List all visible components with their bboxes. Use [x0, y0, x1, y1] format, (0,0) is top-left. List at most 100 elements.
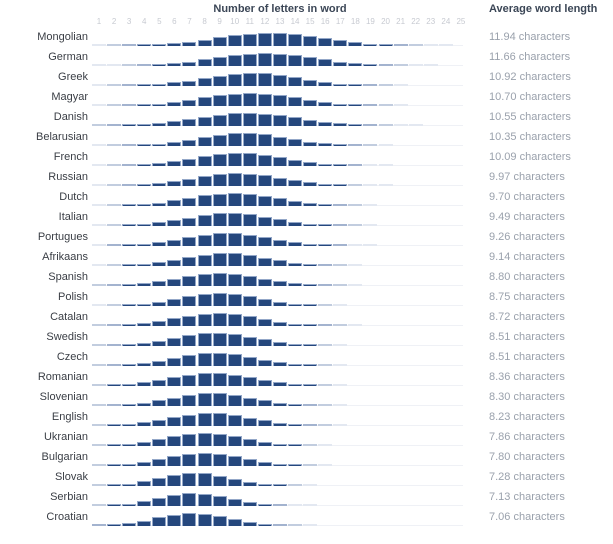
histogram-tail-bar: [333, 364, 348, 366]
row-swedish: Swedish 8.51 characters: [0, 326, 613, 346]
histogram-tail-bar: [333, 264, 348, 266]
histogram-bar: [167, 456, 182, 466]
histogram-tail-bar: [92, 64, 106, 66]
histogram-tail-bar: [318, 364, 333, 366]
histogram-tail-bar: [363, 164, 378, 166]
histogram-tail-bar: [438, 44, 453, 46]
histogram-bar: [197, 195, 212, 206]
histogram-bar: [257, 442, 272, 446]
language-label: Catalan: [50, 311, 88, 323]
histogram-bar: [257, 134, 272, 146]
histogram-bar: [212, 413, 227, 426]
histogram-bar: [333, 164, 348, 166]
histogram-bar: [333, 40, 348, 46]
histogram-bar: [197, 137, 212, 146]
histogram-bar: [303, 244, 318, 246]
histogram-bar: [197, 78, 212, 86]
average-word-length-value: 7.28 characters: [489, 471, 565, 483]
histogram-bar: [182, 296, 197, 306]
average-word-length-value: 7.86 characters: [489, 431, 565, 443]
average-word-length-value: 9.14 characters: [489, 251, 565, 263]
language-label: Danish: [53, 111, 88, 123]
histogram-bar: [318, 143, 333, 146]
histogram-bar: [227, 133, 242, 146]
histogram-tail-bar: [333, 424, 348, 426]
histogram-bar: [107, 384, 122, 386]
histogram-tail-bar: [92, 324, 106, 326]
row-danish: Danish 10.55 characters: [0, 106, 613, 126]
histogram-tail-bar: [107, 124, 122, 126]
average-word-length-value: 9.26 characters: [489, 231, 565, 243]
histogram-bar: [122, 264, 137, 266]
x-tick-19: 19: [365, 17, 375, 26]
histogram-tail-bar: [348, 284, 363, 286]
histogram-bar: [257, 217, 272, 226]
histogram-bar: [242, 73, 257, 86]
row-german: German 11.66 characters: [0, 46, 613, 66]
histogram-bar: [182, 257, 197, 266]
histogram-tail-bar: [303, 444, 318, 446]
average-word-length-value: 10.55 characters: [489, 111, 571, 123]
histogram-bar: [242, 133, 257, 146]
histogram-bar: [288, 404, 303, 406]
histogram-bar: [242, 459, 257, 466]
histogram-bar: [152, 44, 167, 46]
histogram-bar: [257, 524, 272, 526]
histogram-bar: [333, 184, 348, 186]
histogram-bar: [272, 219, 287, 226]
histogram-bar: [212, 37, 227, 46]
row-catalan: Catalan 8.72 characters: [0, 306, 613, 326]
histogram-bar: [107, 424, 122, 426]
histogram-bar: [227, 55, 242, 66]
x-tick-16: 16: [320, 17, 330, 26]
row-magyar: Magyar 10.70 characters: [0, 86, 613, 106]
histogram-bar: [227, 233, 242, 246]
histogram-bar: [167, 63, 182, 66]
x-tick-25: 25: [456, 17, 466, 26]
x-tick-4: 4: [142, 17, 147, 26]
histogram-bar: [348, 63, 363, 66]
average-word-length-value: 11.94 characters: [489, 31, 571, 43]
histogram-bar: [257, 462, 272, 466]
average-word-length-value: 10.09 characters: [489, 151, 571, 163]
average-word-length-value: 10.92 characters: [489, 71, 571, 83]
language-label: Afrikaans: [42, 251, 88, 263]
histogram-bar: [167, 377, 182, 386]
histogram-bar: [137, 184, 152, 186]
histogram-tail-bar: [122, 44, 137, 46]
histogram-bar: [288, 364, 303, 366]
histogram-bar: [182, 395, 197, 406]
histogram-bar: [212, 57, 227, 66]
histogram-tail-bar: [318, 384, 333, 386]
histogram-bar: [152, 302, 167, 306]
histogram-bar: [288, 464, 303, 466]
histogram-tail-bar: [107, 44, 122, 46]
histogram-bar: [257, 279, 272, 286]
histogram-bar: [167, 181, 182, 186]
histogram-bar: [257, 155, 272, 166]
language-label: Mongolian: [37, 31, 88, 43]
row-portugues: Portugues 9.26 characters: [0, 226, 613, 246]
x-tick-15: 15: [305, 17, 315, 26]
histogram-bar: [182, 355, 197, 366]
histogram-bar: [212, 293, 227, 306]
histogram-bar: [288, 160, 303, 166]
histogram-bar: [137, 323, 152, 326]
histogram-tail-bar: [363, 104, 378, 106]
histogram-tail-bar: [107, 304, 122, 306]
histogram-tail-bar: [107, 264, 122, 266]
language-label: Slovenian: [39, 391, 88, 403]
histogram-bar: [197, 413, 212, 426]
histogram-bar: [333, 62, 348, 66]
histogram-bar: [152, 341, 167, 346]
histogram-tail-bar: [318, 264, 333, 266]
histogram-bar: [257, 114, 272, 126]
average-word-length-value: 7.13 characters: [489, 491, 565, 503]
histogram-bar: [152, 163, 167, 166]
histogram-bar: [242, 439, 257, 446]
histogram-bar: [288, 424, 303, 426]
x-tick-8: 8: [202, 17, 207, 26]
histogram-bar: [122, 324, 137, 326]
histogram-tail-bar: [348, 244, 363, 246]
